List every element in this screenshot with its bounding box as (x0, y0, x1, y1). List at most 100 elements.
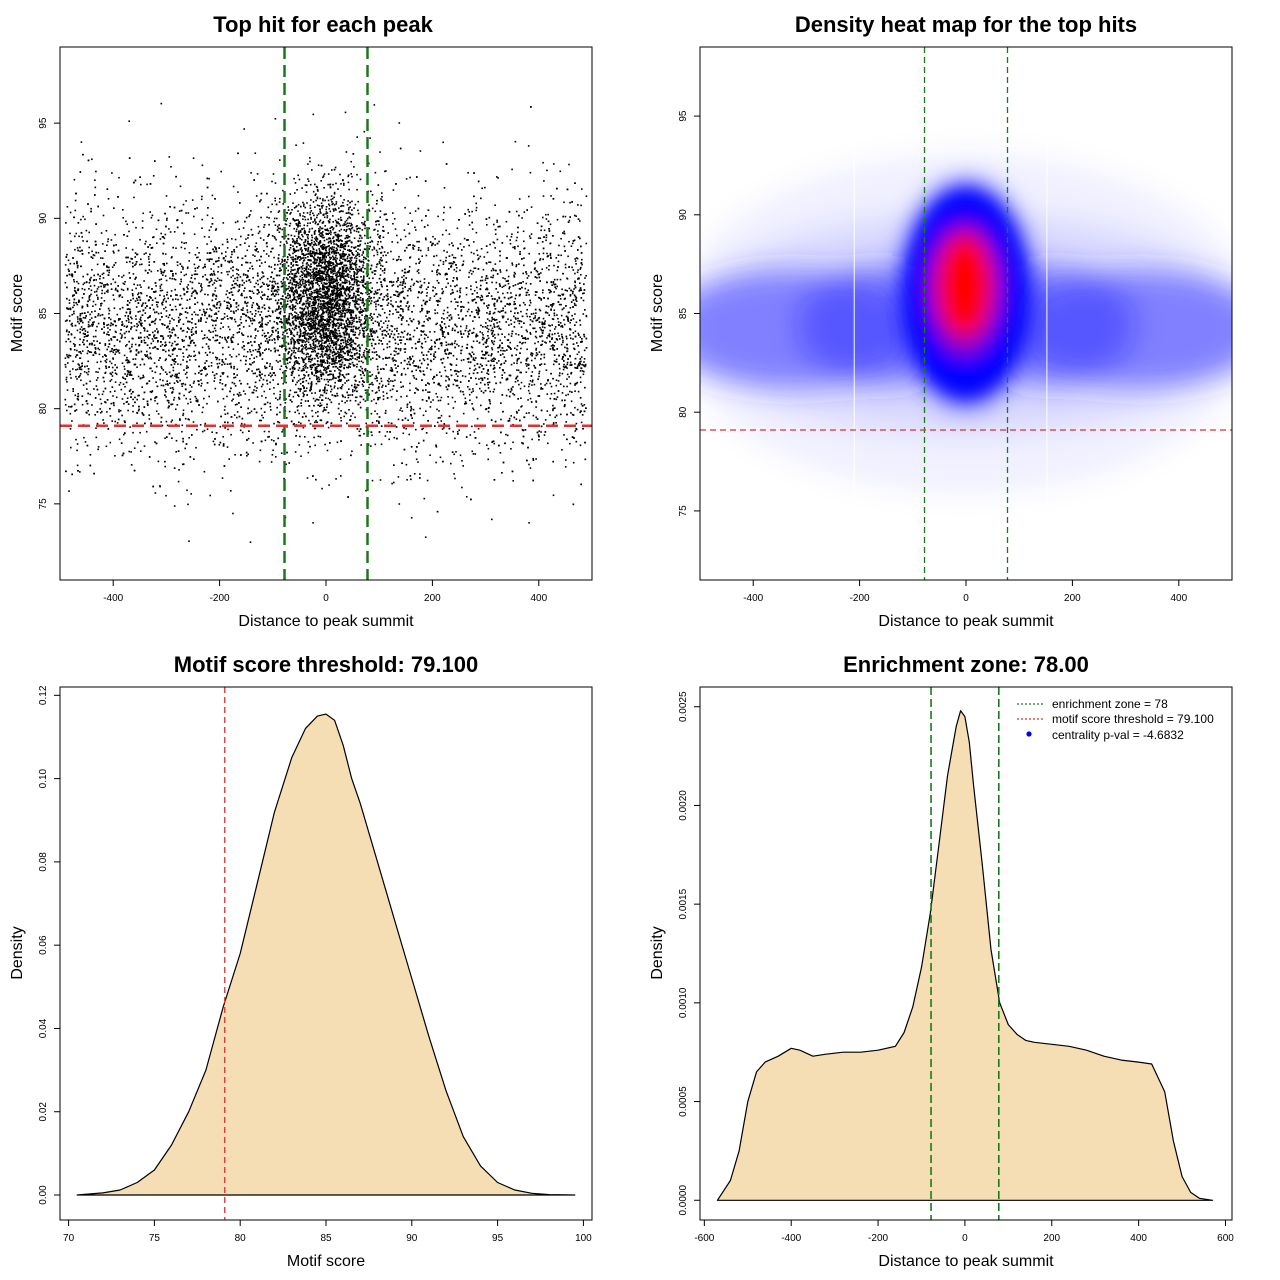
scatter-point (553, 349, 556, 351)
scatter-point (538, 372, 540, 375)
scatter-point (156, 242, 158, 244)
scatter-point (197, 314, 199, 316)
scatter-point (235, 310, 237, 312)
scatter-point (146, 354, 149, 356)
scatter-point (534, 267, 536, 269)
scatter-point (407, 306, 410, 309)
scatter-point (111, 375, 114, 377)
scatter-point (379, 293, 382, 296)
scatter-point (540, 272, 542, 274)
scatter-point (464, 397, 467, 400)
scatter-point (158, 359, 160, 361)
scatter-point (446, 251, 448, 253)
scatter-point (191, 322, 193, 324)
scatter-point (125, 320, 128, 322)
scatter-point (195, 290, 197, 293)
scatter-point (460, 352, 462, 355)
scatter-point (246, 249, 249, 252)
scatter-point (67, 268, 70, 271)
scatter-point (78, 235, 80, 238)
scatter-point (215, 294, 217, 297)
scatter-point (216, 277, 219, 280)
scatter-point (525, 329, 528, 331)
scatter-point (515, 318, 517, 320)
scatter-point (273, 235, 276, 238)
scatter-point (114, 455, 116, 457)
scatter-point (327, 330, 329, 332)
scatter-point (445, 344, 448, 346)
scatter-point (542, 317, 545, 320)
scatter-point (420, 249, 422, 252)
scatter-point (482, 353, 484, 356)
scatter-point (491, 358, 494, 360)
scatter-point (470, 354, 472, 357)
scatter-point (250, 410, 253, 413)
scatter-point (425, 389, 427, 391)
scatter-point (182, 355, 185, 358)
scatter-point (566, 290, 568, 292)
scatter-point (180, 271, 182, 273)
scatter-point (189, 298, 191, 301)
scatter-point (454, 400, 456, 403)
scatter-point (386, 343, 389, 345)
scatter-point (528, 235, 531, 237)
scatter-point (91, 323, 93, 326)
scatter-point (273, 387, 275, 389)
scatter-point (345, 373, 348, 376)
scatter-point (537, 341, 539, 343)
scatter-point (371, 373, 374, 376)
scatter-point (325, 422, 328, 425)
scatter-point (162, 301, 164, 303)
scatter-point (450, 369, 452, 371)
scatter-point (96, 340, 98, 343)
scatter-point (119, 409, 122, 412)
scatter-point (545, 218, 548, 220)
scatter-point (512, 392, 514, 395)
scatter-point (525, 291, 528, 294)
scatter-point (232, 334, 235, 336)
scatter-point (529, 319, 532, 321)
scatter-point (535, 406, 537, 408)
scatter-point (523, 240, 525, 243)
scatter-point (224, 405, 226, 408)
scatter-point (456, 420, 459, 423)
scatter-point (106, 244, 108, 246)
scatter-point (486, 372, 488, 374)
scatter-point (559, 298, 562, 300)
scatter-point (122, 282, 125, 285)
scatter-point (520, 371, 522, 374)
scatter-point (196, 247, 199, 249)
scatter-point (552, 281, 555, 284)
scatter-point (315, 249, 318, 251)
scatter-point (323, 378, 326, 381)
scatter-point (187, 284, 190, 286)
scatter-point (579, 444, 582, 447)
scatter-point (167, 384, 169, 386)
scatter-point (523, 211, 526, 213)
scatter-point (146, 335, 149, 338)
scatter-point (147, 337, 150, 340)
scatter-point (529, 467, 532, 469)
scatter-point (496, 362, 498, 364)
scatter-point (437, 300, 439, 303)
scatter-point (79, 351, 82, 353)
scatter-point (408, 265, 411, 268)
scatter-point (249, 281, 252, 283)
scatter-point (97, 251, 100, 254)
scatter-point (299, 286, 302, 288)
scatter-point (221, 364, 223, 366)
scatter-point (490, 359, 492, 362)
scatter-point (465, 496, 468, 498)
scatter-point (209, 280, 211, 283)
scatter-point (501, 333, 503, 335)
scatter-point (287, 258, 289, 261)
scatter-point (251, 290, 254, 293)
scatter-point (516, 348, 518, 351)
scatter-point (281, 285, 284, 287)
scatter-point (130, 299, 132, 301)
scatter-point (230, 287, 232, 290)
scatter-point (348, 249, 351, 251)
scatter-point (170, 256, 173, 259)
scatter-point (230, 366, 233, 369)
scatter-point (226, 395, 228, 398)
